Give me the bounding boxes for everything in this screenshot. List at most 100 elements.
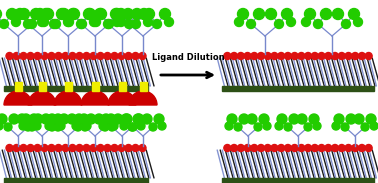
Circle shape [0, 114, 7, 124]
Circle shape [341, 123, 349, 131]
Circle shape [14, 8, 25, 20]
Circle shape [54, 123, 62, 131]
Circle shape [34, 8, 45, 20]
Circle shape [48, 53, 55, 59]
Circle shape [84, 8, 94, 20]
Circle shape [50, 20, 59, 29]
Circle shape [332, 145, 339, 152]
Circle shape [106, 114, 116, 124]
Wedge shape [108, 91, 136, 105]
Bar [139, 82, 147, 91]
Circle shape [72, 122, 80, 130]
Circle shape [246, 20, 256, 29]
Circle shape [40, 8, 51, 20]
Circle shape [318, 53, 325, 59]
Circle shape [321, 8, 332, 20]
Circle shape [0, 122, 3, 130]
Circle shape [284, 123, 292, 131]
Circle shape [142, 114, 152, 124]
Bar [14, 82, 22, 91]
Circle shape [56, 8, 68, 20]
Circle shape [237, 145, 244, 152]
Circle shape [19, 122, 27, 130]
Circle shape [17, 114, 27, 124]
Circle shape [325, 145, 332, 152]
Wedge shape [54, 91, 82, 105]
Circle shape [274, 20, 284, 29]
Bar [4, 86, 148, 91]
Circle shape [132, 53, 139, 59]
Circle shape [4, 123, 12, 131]
Circle shape [9, 114, 19, 124]
Circle shape [111, 53, 118, 59]
Circle shape [42, 8, 54, 20]
Circle shape [224, 53, 231, 59]
Bar [222, 86, 374, 91]
Circle shape [289, 114, 299, 124]
Circle shape [264, 145, 271, 152]
Circle shape [83, 53, 90, 59]
Circle shape [309, 114, 319, 124]
Circle shape [124, 20, 133, 29]
Circle shape [55, 145, 62, 152]
Circle shape [332, 122, 340, 130]
Circle shape [132, 145, 139, 152]
Circle shape [104, 20, 113, 29]
Circle shape [34, 53, 41, 59]
Circle shape [28, 20, 37, 29]
Circle shape [13, 145, 20, 152]
Circle shape [53, 114, 63, 124]
Circle shape [113, 114, 123, 124]
Circle shape [334, 114, 344, 124]
Bar [222, 178, 374, 183]
Circle shape [305, 53, 311, 59]
Circle shape [278, 53, 285, 59]
Circle shape [79, 114, 89, 124]
Circle shape [132, 8, 143, 20]
Circle shape [160, 8, 170, 20]
Circle shape [132, 20, 141, 29]
Circle shape [139, 145, 146, 152]
Circle shape [97, 145, 104, 152]
Circle shape [86, 114, 96, 124]
Circle shape [257, 53, 265, 59]
Circle shape [305, 145, 311, 152]
Circle shape [346, 114, 356, 124]
Circle shape [59, 114, 69, 124]
Circle shape [65, 18, 73, 27]
Bar [39, 82, 45, 91]
Circle shape [158, 122, 166, 130]
Circle shape [234, 18, 243, 27]
Circle shape [33, 122, 41, 130]
Circle shape [138, 8, 150, 20]
Circle shape [247, 114, 257, 124]
Circle shape [284, 53, 291, 59]
Circle shape [277, 114, 287, 124]
Circle shape [354, 114, 364, 124]
Bar [91, 82, 99, 91]
Bar [65, 82, 71, 91]
Circle shape [353, 18, 363, 27]
Circle shape [101, 123, 109, 131]
Circle shape [59, 8, 70, 20]
Circle shape [352, 53, 359, 59]
Circle shape [333, 8, 344, 20]
Circle shape [110, 8, 121, 20]
Circle shape [51, 20, 60, 29]
Circle shape [68, 8, 79, 20]
Circle shape [125, 53, 132, 59]
Circle shape [74, 123, 82, 131]
Circle shape [69, 53, 76, 59]
Circle shape [234, 123, 242, 131]
Circle shape [118, 145, 125, 152]
Circle shape [287, 18, 296, 27]
Circle shape [116, 8, 127, 20]
Circle shape [24, 123, 32, 131]
Circle shape [139, 53, 146, 59]
Circle shape [69, 145, 76, 152]
Circle shape [76, 53, 83, 59]
Circle shape [94, 114, 104, 124]
Circle shape [97, 53, 104, 59]
Circle shape [37, 18, 46, 27]
Circle shape [125, 145, 132, 152]
